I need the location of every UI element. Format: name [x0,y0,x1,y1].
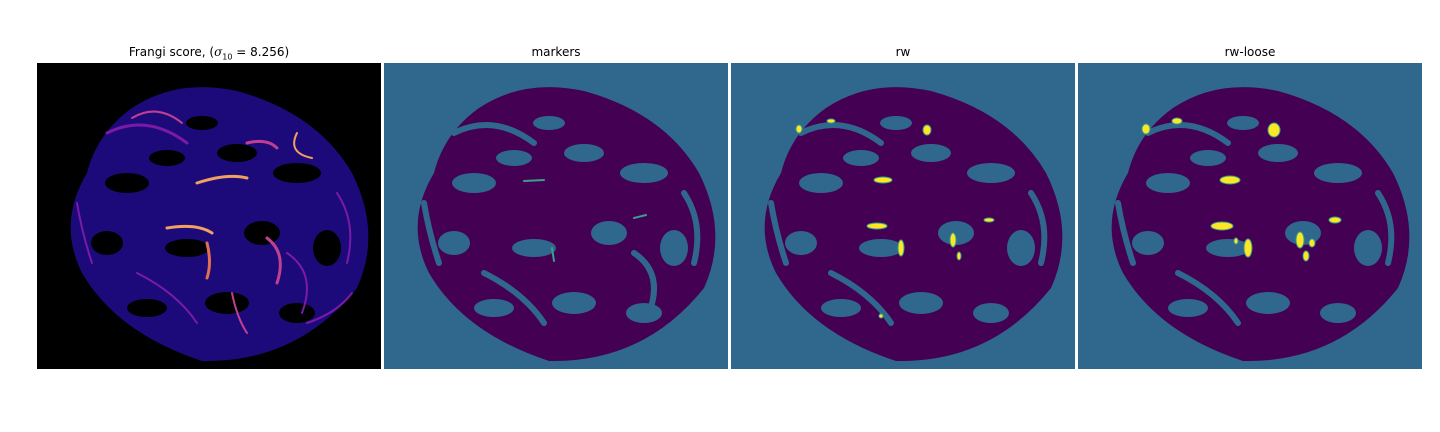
panel-title-markers: markers [531,45,581,59]
rw-vessel-channels [768,122,1048,326]
rw-loose-image [1078,63,1422,369]
panel-title-rw: rw [895,45,911,59]
panel-title-rw-loose: rw-loose [1224,45,1276,59]
markers-plot [384,63,728,369]
rw-segmented-vessels [795,118,995,319]
frangi-dark-blobs [91,116,341,323]
rw-loose-plot [1078,63,1422,369]
markers-channels [438,116,688,323]
rw-loose-tissue-region [1111,87,1410,362]
frangi-image [37,63,381,369]
markers-image [384,63,728,369]
frangi-vessels [76,110,353,334]
rw-loose-vessel-channels [1115,122,1395,326]
markers-vessel-channels [421,122,701,326]
rw-channels [785,116,1035,323]
markers-seeds [523,179,647,262]
rw-image [731,63,1075,369]
frangi-tissue-region [70,87,369,362]
rw-loose-segmented-vessels [1141,117,1342,262]
rw-tissue-region [764,87,1063,362]
rw-loose-channels [1132,116,1382,323]
panel-title-frangi: Frangi score, (σ10 = 8.256) [128,45,290,62]
rw-plot [731,63,1075,369]
markers-tissue-region [417,87,716,362]
frangi-score-plot [37,63,381,369]
